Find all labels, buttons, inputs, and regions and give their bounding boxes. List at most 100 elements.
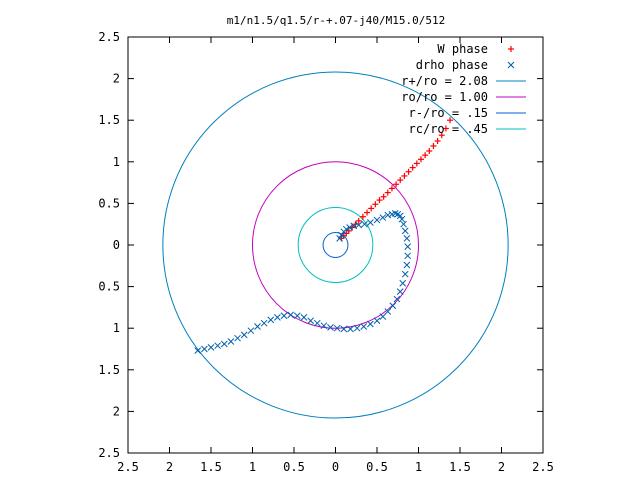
drho-phase-point	[399, 279, 407, 287]
w-phase-point	[430, 142, 437, 149]
drho-phase-point	[360, 323, 368, 330]
drho-phase-point	[260, 319, 268, 327]
drho-phase-point-b	[396, 212, 404, 220]
drho-phase-point	[280, 312, 288, 320]
drho-phase-point	[373, 216, 381, 224]
drho-phase-point-b	[373, 216, 381, 224]
y-tick-label: 1	[113, 321, 120, 335]
x-tick-label: 0.5	[283, 460, 305, 474]
w-phase-point	[384, 189, 391, 196]
drho-phase-point	[393, 295, 401, 303]
drho-phase-point	[293, 312, 301, 320]
legend-swatch-cross-b	[507, 61, 515, 69]
legend-label: W phase	[437, 42, 488, 56]
drho-phase-point	[400, 220, 407, 228]
drho-phase-point-b	[346, 224, 353, 231]
w-phase-point	[442, 125, 449, 132]
drho-phase-point-b	[214, 342, 221, 350]
drho-phase-point	[220, 340, 228, 348]
drho-phase-point	[379, 313, 387, 320]
drho-phase-point-b	[400, 220, 407, 228]
w-phase-point	[359, 213, 366, 220]
drho-phase-point	[379, 214, 387, 221]
drho-phase-point-b	[307, 317, 314, 325]
w-phase-point	[376, 197, 383, 204]
x-tick-label: 2.5	[117, 460, 139, 474]
drho-phase-point-b	[373, 317, 381, 325]
drho-phase-point-b	[353, 324, 361, 332]
legend-label: drho phase	[416, 58, 488, 72]
drho-phase-point-b	[367, 219, 374, 226]
drho-phase-point	[389, 302, 397, 310]
w-phase-point	[355, 217, 362, 224]
drho-phase-point	[340, 325, 348, 333]
drho-phase-point-b	[300, 314, 308, 321]
drho-phase-point	[353, 324, 361, 332]
x-tick-label: 1	[249, 460, 256, 474]
w-phase-point	[447, 117, 454, 124]
drho-phase-point	[336, 234, 344, 242]
w-phase-point	[409, 164, 416, 171]
drho-phase-point	[287, 311, 295, 319]
drho-phase-point-b	[399, 279, 407, 287]
drho-phase-point-b	[220, 340, 228, 348]
y-tick-label: 1	[113, 155, 120, 169]
drho-phase-point	[342, 225, 350, 233]
drho-phase-point	[401, 270, 409, 278]
drho-phase-point	[404, 252, 412, 260]
drho-phase-point	[347, 325, 354, 333]
drho-phase-point-b	[401, 227, 409, 235]
drho-phase-point-b	[379, 214, 387, 221]
w-phase-point	[422, 152, 429, 159]
drho-phase-point	[401, 227, 409, 235]
drho-phase-point-b	[313, 319, 321, 327]
drho-phase-point	[346, 224, 353, 231]
drho-phase-point	[194, 347, 202, 355]
drho-phase-point	[254, 323, 261, 330]
drho-phase-point-b	[293, 312, 301, 320]
w-phase-point	[393, 181, 400, 188]
drho-phase-point	[396, 288, 404, 295]
drho-phase-point-b	[398, 215, 406, 223]
legend: W phase drho phase r+/ro = 2.08 ro/ro = 1.0…	[401, 42, 526, 136]
w-phase-point	[380, 193, 387, 200]
drho-phase-point	[337, 231, 345, 239]
drho-phase-point	[404, 243, 412, 251]
y-tick-label: 2	[113, 72, 120, 86]
drho-phase-point-b	[403, 234, 411, 242]
legend-label: rc/ro = .45	[409, 122, 488, 136]
legend-swatch-plus	[508, 46, 514, 52]
drho-phase-series	[194, 210, 412, 355]
drho-phase-point-b	[401, 270, 409, 278]
drho-phase-point	[403, 261, 411, 269]
x-tick-label: 1	[415, 460, 422, 474]
x-tick-label: 0	[332, 460, 339, 474]
x-tick-label: 2.5	[532, 460, 554, 474]
w-phase-point	[388, 185, 395, 192]
drho-phase-point	[240, 331, 248, 339]
legend-swatch-cross	[507, 61, 515, 69]
drho-phase-point-b	[394, 210, 402, 218]
w-phase-point	[413, 160, 420, 167]
drho-phase-point	[234, 334, 241, 342]
drho-phase-point-b	[254, 323, 261, 330]
drho-phase-point-b	[355, 221, 363, 229]
y-tick-label: 2.5	[98, 30, 120, 44]
w-phase-point	[417, 156, 424, 163]
drho-phase-point-b	[367, 320, 374, 328]
drho-phase-point	[398, 215, 406, 223]
drho-phase-point-b	[342, 225, 350, 233]
drho-phase-point-b	[340, 325, 348, 333]
x-tick-label: 1.5	[200, 460, 222, 474]
y-tick-label: 2.5	[98, 446, 120, 460]
drho-phase-point	[396, 212, 404, 220]
drho-phase-point	[300, 314, 308, 321]
drho-phase-point-b	[227, 338, 235, 345]
circle-series	[297, 207, 374, 283]
drho-phase-point	[313, 319, 321, 327]
drho-phase-point-b	[337, 231, 345, 239]
drho-phase-point	[307, 317, 314, 325]
drho-phase-point-b	[360, 323, 368, 330]
drho-phase-point-b	[393, 295, 401, 303]
